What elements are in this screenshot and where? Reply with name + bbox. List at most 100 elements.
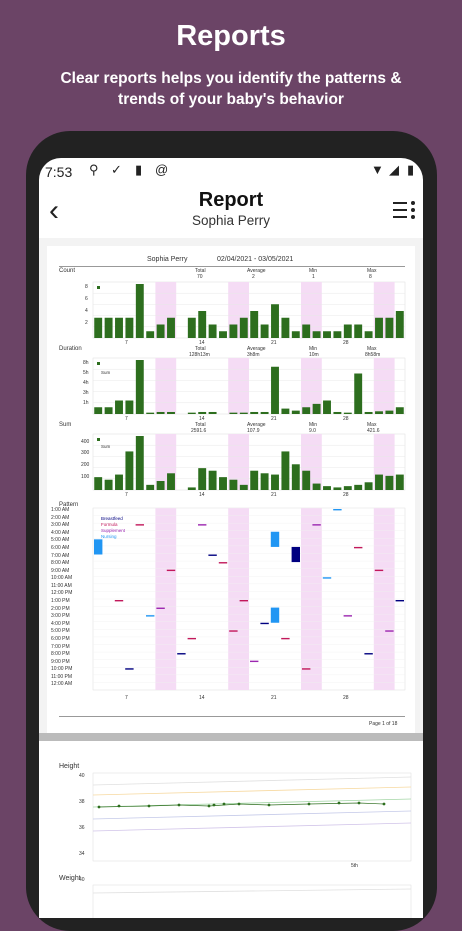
bar: [323, 486, 331, 490]
duration-ytick: 4h: [83, 380, 89, 386]
count-xtick: 28: [343, 340, 349, 346]
bar: [104, 317, 113, 338]
growth-charts: [92, 772, 412, 918]
weight-ytick: 40: [79, 877, 85, 883]
bar: [135, 360, 144, 414]
pattern-chart: [92, 507, 406, 691]
feed-mark: [322, 577, 332, 579]
bar: [146, 412, 155, 414]
bar: [291, 331, 300, 338]
duration-legend: Sum: [101, 370, 111, 375]
bar: [208, 411, 217, 414]
status-bar: 7:53 ⚲ ✓ ▮ @ ▼ ◢ ▮: [39, 158, 423, 186]
percentile-line: [92, 786, 412, 796]
cellular-icon: ◢: [389, 162, 399, 177]
pattern-time-label: 9:00 AM: [51, 567, 70, 574]
height-point: [237, 802, 241, 806]
feed-mark: [250, 660, 259, 663]
bar: [260, 411, 269, 414]
count-ytick: 8: [85, 284, 88, 290]
percentile-line: [92, 776, 412, 786]
bar: [302, 470, 311, 490]
bar: [271, 474, 279, 490]
battery-icon: ▮: [407, 162, 415, 177]
feed-mark: [333, 509, 342, 511]
pattern-time-label: 12:00 AM: [51, 681, 73, 688]
report-page-2: Height 97% 75% 50% 25% 3% 40 38 36 34 5t…: [39, 741, 423, 918]
duration-ytick: 5h: [83, 370, 89, 376]
feed-mark: [260, 622, 269, 625]
check-icon: ✓: [111, 162, 122, 177]
bar: [385, 410, 394, 414]
duration-xtick: 7: [125, 416, 128, 422]
bar: [385, 317, 394, 338]
bar: [312, 483, 321, 490]
menu-button[interactable]: [393, 200, 415, 222]
feed-mark: [270, 607, 280, 623]
duration-stat-total: Total: [195, 346, 206, 352]
bar: [135, 284, 144, 338]
duration-chart: [92, 357, 406, 415]
bar: [364, 482, 373, 490]
feed-mark: [166, 569, 176, 572]
bar: [281, 451, 290, 490]
bar: [312, 403, 321, 414]
bar: [198, 411, 207, 414]
height-point: [357, 801, 361, 805]
feed-mark: [270, 531, 280, 547]
bar: [395, 311, 404, 338]
pattern-time-label: 12:00 PM: [51, 590, 73, 597]
bar: [167, 411, 175, 414]
count-stat-total: Total: [195, 268, 206, 274]
duration-value-min: 10m: [309, 352, 319, 358]
sum-ytick: 300: [81, 450, 90, 456]
height-point: [117, 804, 121, 808]
count-xtick: 14: [199, 340, 205, 346]
bar: [187, 412, 196, 414]
legend-swatch: [97, 286, 100, 289]
bar: [125, 400, 134, 414]
feed-mark: [364, 653, 373, 655]
pattern-legend-item: Formula: [101, 522, 118, 527]
pattern-time-label: 9:00 PM: [51, 658, 70, 665]
count-stat-max: Max: [367, 268, 377, 274]
pattern-time-label: 11:00 PM: [51, 673, 73, 680]
bar: [281, 408, 290, 414]
height-label: Height: [59, 763, 80, 770]
feed-mark: [146, 615, 155, 617]
height-point: [222, 802, 226, 806]
sum-stat-total: Total: [195, 422, 206, 428]
count-label: Count: [59, 268, 76, 274]
header-rule: [59, 266, 405, 267]
page-subtitle: Sophia Perry: [191, 213, 271, 228]
bar: [125, 317, 134, 338]
report-document[interactable]: Sophia Perry 02/04/2021 - 03/05/2021 Cou…: [39, 238, 423, 733]
status-time: 7:53: [45, 164, 73, 180]
percentile-line: [92, 888, 412, 894]
height-point: [267, 803, 271, 807]
bar: [208, 324, 217, 338]
back-button[interactable]: ‹: [49, 194, 59, 227]
sum-stat-max: Max: [367, 422, 377, 428]
legend-swatch: [97, 438, 100, 441]
weekend-band: [228, 358, 249, 414]
sum-stat-average: Average: [247, 422, 266, 428]
bar: [364, 331, 373, 338]
sum-value-max: 421.6: [367, 428, 380, 434]
menu-line-icon: [393, 216, 407, 218]
percentile-line: [92, 810, 412, 820]
bar: [104, 407, 113, 414]
duration-stat-max: Max: [367, 346, 377, 352]
height-point: [382, 802, 386, 806]
bar: [156, 481, 165, 490]
pattern-time-label: 6:00 AM: [51, 544, 70, 551]
bar: [167, 473, 175, 490]
bar: [333, 487, 342, 490]
pattern-time-label: 2:00 PM: [51, 605, 70, 612]
pattern-time-label: 11:00 AM: [51, 582, 72, 589]
count-xtick: 7: [125, 340, 128, 346]
bar: [271, 366, 279, 414]
height-xlabel: 5th: [351, 863, 358, 869]
feed-mark: [218, 562, 228, 564]
at-icon: @: [155, 162, 169, 177]
